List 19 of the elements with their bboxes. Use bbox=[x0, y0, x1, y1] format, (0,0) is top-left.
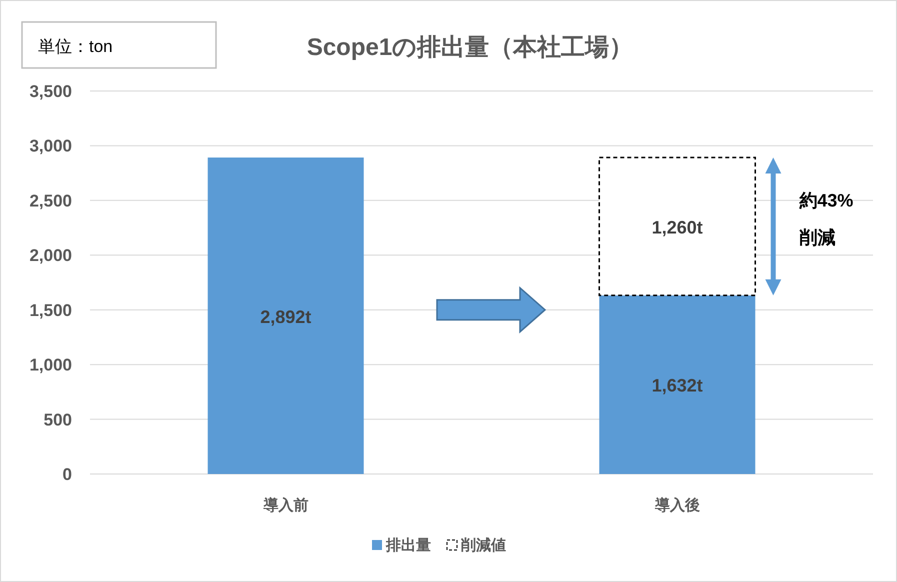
legend-label: 排出量 bbox=[385, 537, 431, 554]
x-tick-label: 導入後 bbox=[654, 496, 700, 514]
y-tick-label: 1,000 bbox=[29, 356, 72, 375]
text: 単位：ton bbox=[38, 37, 113, 56]
legend-label: 削減値 bbox=[460, 537, 506, 554]
chart-title: Scope1の排出量（本社工場） bbox=[306, 34, 634, 61]
y-tick-label: 3,500 bbox=[29, 82, 72, 101]
y-tick-label: 3,000 bbox=[29, 136, 72, 156]
削減値: 1,260t bbox=[598, 156, 756, 296]
x-tick-label: 導入前 bbox=[262, 496, 308, 514]
y-tick-label: 1,500 bbox=[29, 300, 72, 320]
data-label: 1,632t bbox=[652, 376, 703, 396]
data-label: 1,260t bbox=[652, 217, 703, 238]
y-tick-label: 500 bbox=[44, 410, 72, 430]
y-tick-label: 2,500 bbox=[29, 191, 72, 210]
y-tick-label: 2,000 bbox=[29, 246, 72, 266]
data-label: 2,892t bbox=[260, 306, 312, 327]
y-tick-label: 0 bbox=[62, 465, 72, 484]
annotation: 約43% 削減 bbox=[798, 190, 854, 248]
